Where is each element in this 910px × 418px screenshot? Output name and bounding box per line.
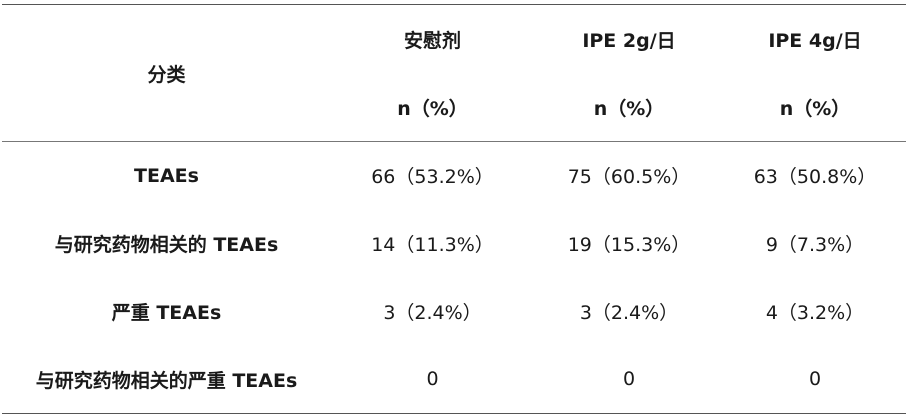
- cell-value: 3（2.4%）: [383, 302, 482, 324]
- row-label: 严重 TEAEs: [111, 302, 222, 324]
- cell-value: 9（7.3%）: [765, 234, 865, 256]
- cell-value: 0: [426, 368, 439, 391]
- header-unit: n（%）: [397, 97, 468, 120]
- row-label: TEAEs: [134, 164, 199, 187]
- table-row: 与研究药物相关的 TEAEs 14（11.3%） 19（15.3%） 9（7.3…: [2, 210, 906, 278]
- row-label: 与研究药物相关的 TEAEs: [54, 234, 279, 256]
- header-unit: n（%）: [779, 97, 851, 120]
- header-row-groups: 分类 安慰剂 IPE 2g/日 IPE 4g/日: [2, 5, 906, 86]
- table-row: TEAEs 66（53.2%） 75（60.5%） 63（50.8%）: [2, 142, 906, 210]
- cell-value: 66（53.2%）: [371, 166, 494, 189]
- cell-value: 14（11.3%）: [371, 234, 494, 256]
- cell-value: 19（15.3%）: [567, 234, 691, 256]
- header-category: 分类: [147, 63, 186, 86]
- cell-value: 75（60.5%）: [567, 166, 691, 189]
- cell-value: 4（3.2%）: [765, 302, 865, 324]
- header-group-ipe-4g: IPE 4g/日: [768, 29, 862, 52]
- cell-value: 0: [622, 368, 636, 391]
- table-row: 与研究药物相关的严重 TEAEs 0 0 0: [2, 346, 906, 414]
- header-group-ipe-2g: IPE 2g/日: [582, 29, 676, 52]
- header-group-placebo: 安慰剂: [403, 29, 461, 52]
- header-row-units: n（%） n（%） n（%）: [2, 73, 906, 142]
- cell-value: 0: [808, 368, 822, 391]
- adverse-events-table: 分类 安慰剂 IPE 2g/日 IPE 4g/日 n（%） n（%） n（%） …: [2, 4, 906, 414]
- top-rule: [2, 4, 906, 5]
- cell-value: 63（50.8%）: [753, 166, 877, 189]
- table-row: 严重 TEAEs 3（2.4%） 3（2.4%） 4（3.2%）: [2, 278, 906, 346]
- row-label: 与研究药物相关的严重 TEAEs: [35, 369, 298, 392]
- cell-value: 3（2.4%）: [579, 302, 679, 324]
- header-unit: n（%）: [593, 97, 665, 120]
